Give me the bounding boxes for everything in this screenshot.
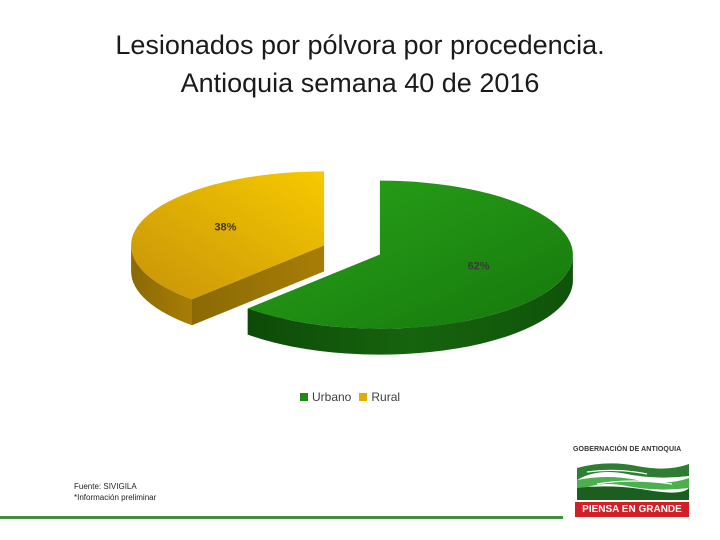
source-note: Fuente: SIVIGILA *Información preliminar	[74, 481, 156, 503]
preliminary-note: *Información preliminar	[74, 493, 157, 502]
data-label-urbano: 62%	[468, 261, 490, 273]
source-text: Fuente: SIVIGILA	[74, 482, 137, 491]
pie-radial-face-rural-0	[191, 245, 325, 326]
pie-slice-urbano	[247, 180, 573, 329]
logo-landscape-icon	[577, 458, 689, 500]
title-line-1: Lesionados por pólvora por procedencia.	[115, 30, 605, 60]
pie-rim-urbano-0	[247, 254, 573, 355]
legend-label-urbano: Urbano	[312, 390, 352, 404]
legend-swatch-rural	[359, 393, 368, 401]
chart-legend: Urbano Rural	[300, 388, 400, 406]
pie-slice-side-rural	[131, 245, 325, 326]
pie-slice-rural	[131, 171, 325, 300]
data-label-rural: 38%	[214, 221, 236, 233]
logo-slogan: PIENSA EN GRANDE	[575, 502, 689, 517]
slide-title: Lesionados por pólvora por procedencia. …	[40, 26, 680, 102]
legend-item-urbano: Urbano	[300, 390, 351, 404]
legend-label-rural: Rural	[371, 390, 401, 404]
pie-rim-rural-0	[131, 245, 192, 326]
legend-item-rural: Rural	[359, 390, 400, 404]
legend-swatch-urbano	[300, 393, 308, 401]
title-line-2: Antioquia semana 40 de 2016	[180, 68, 540, 98]
footer-rule	[0, 516, 563, 519]
gobernacion-logo: GOBERNACIÓN DE ANTIOQUIA PIENSA EN GRAND…	[573, 440, 691, 520]
logo-name: GOBERNACIÓN DE ANTIOQUIA	[573, 446, 682, 453]
